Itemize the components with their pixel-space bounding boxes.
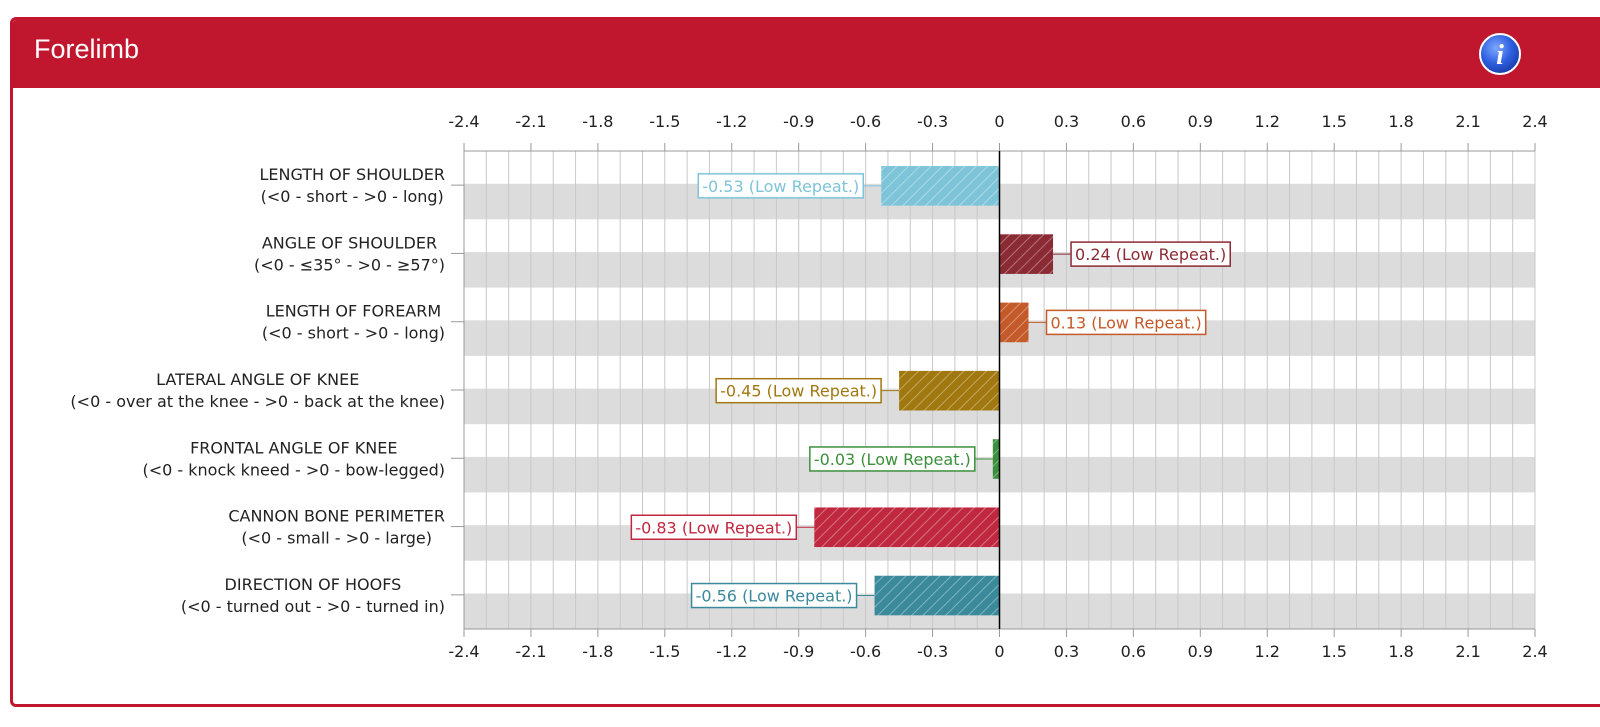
category-label: LATERAL ANGLE OF KNEE: [156, 370, 359, 389]
x-tick-label-top: 1.5: [1321, 112, 1346, 131]
category-label: LENGTH OF FOREARM: [266, 302, 441, 321]
data-label-box: [1045, 309, 1207, 336]
category-sublabel: (<0 - over at the knee - >0 - back at th…: [70, 392, 445, 411]
panel-title: Forelimb: [34, 34, 140, 64]
category-label: LENGTH OF SHOULDER: [259, 165, 445, 184]
category-sublabel: (<0 - short - >0 - long): [261, 187, 444, 206]
x-tick-label-bottom: 1.2: [1255, 642, 1280, 661]
x-tick-label-top: 0: [994, 112, 1004, 131]
info-icon[interactable]: i: [1479, 33, 1521, 75]
x-tick-label-top: -2.4: [448, 112, 479, 131]
x-tick-label-bottom: 1.8: [1388, 642, 1413, 661]
bar: [874, 575, 1000, 616]
x-tick-label-bottom: 2.1: [1455, 642, 1480, 661]
x-tick-label-top: 2.4: [1522, 112, 1547, 131]
bar: [999, 302, 1029, 343]
category-sublabel: (<0 - ≤35° - >0 - ≥57°): [254, 255, 445, 274]
data-label: -0.45 (Low Repeat.): [720, 382, 877, 401]
x-tick-label-bottom: -2.1: [515, 642, 546, 661]
data-label: -0.03 (Low Repeat.): [814, 450, 971, 469]
bar: [999, 234, 1054, 274]
x-tick-label-bottom: 1.5: [1321, 642, 1346, 661]
x-tick-label-top: 0.9: [1188, 112, 1213, 131]
forelimb-panel: Forelimb i -2.4 -2.4 -2.1 -2.1 -1.8 -1.8 -1.5-…: [10, 17, 1600, 707]
category-label: FRONTAL ANGLE OF KNEE: [190, 438, 397, 457]
panel-header: Forelimb i: [13, 20, 1600, 88]
x-tick-label-bottom: -1.8: [582, 642, 613, 661]
x-tick-label-bottom: -0.3: [917, 642, 948, 661]
x-tick-label-top: -0.3: [917, 112, 948, 131]
x-tick-label-top: -2.1: [515, 112, 546, 131]
x-tick-label-top: -0.6: [850, 112, 881, 131]
category-label: CANNON BONE PERIMETER: [228, 507, 445, 526]
x-tick-label-bottom: 0.9: [1188, 642, 1213, 661]
category-sublabel: (<0 - turned out - >0 - turned in): [181, 597, 445, 616]
category-label: ANGLE OF SHOULDER: [262, 233, 437, 252]
data-label: 0.13 (Low Repeat.): [1051, 313, 1202, 332]
x-tick-label-top: -1.2: [716, 112, 747, 131]
x-tick-label-bottom: -1.5: [649, 642, 680, 661]
bar: [814, 507, 1000, 548]
x-tick-label-bottom: 2.4: [1522, 642, 1547, 661]
x-tick-label-top: 2.1: [1455, 112, 1480, 131]
data-label: -0.53 (Low Repeat.): [702, 177, 859, 196]
x-tick-label-top: 1.2: [1255, 112, 1280, 131]
category-sublabel: (<0 - knock kneed - >0 - bow-legged): [143, 460, 446, 479]
x-tick-label-bottom: -2.4: [448, 642, 479, 661]
x-tick-label-top: 1.8: [1388, 112, 1413, 131]
data-label-box: [697, 173, 864, 199]
category-sublabel: (<0 - small - >0 - large): [241, 529, 432, 548]
svg-text:i: i: [1496, 40, 1504, 71]
x-tick-label-bottom: 0.3: [1054, 642, 1079, 661]
x-tick-label-top: -0.9: [783, 112, 814, 131]
data-label-box: [690, 582, 858, 609]
data-label-box: [715, 377, 882, 404]
bar: [899, 370, 1000, 411]
bar: [881, 166, 1000, 206]
x-tick-label-top: -1.5: [649, 112, 680, 131]
category-label: DIRECTION OF HOOFS: [225, 575, 402, 594]
x-tick-label-bottom: 0.6: [1121, 642, 1146, 661]
data-label: -0.83 (Low Repeat.): [635, 518, 792, 537]
category-sublabel: (<0 - short - >0 - long): [262, 324, 445, 343]
x-tick-label-bottom: 0: [994, 642, 1004, 661]
x-tick-label-top: -1.8: [582, 112, 613, 131]
x-tick-label-bottom: -0.9: [783, 642, 814, 661]
x-tick-label-bottom: -0.6: [850, 642, 881, 661]
data-label: 0.24 (Low Repeat.): [1075, 245, 1226, 264]
bar: [992, 439, 1000, 479]
data-label: -0.56 (Low Repeat.): [696, 587, 853, 606]
x-tick-label-top: 0.6: [1121, 112, 1146, 131]
x-tick-label-bottom: -1.2: [716, 642, 747, 661]
bar-chart: -2.4 -2.4 -2.1 -2.1 -1.8 -1.8 -1.5 -1.5 -1.2 -1.2…: [70, 112, 1547, 661]
x-tick-label-top: 0.3: [1054, 112, 1079, 131]
